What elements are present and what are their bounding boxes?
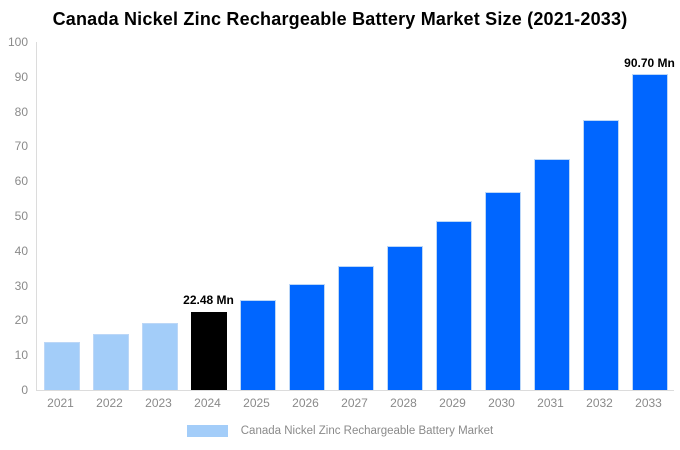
y-tick-100: 100 <box>7 35 28 49</box>
x-tick-2022: 2022 <box>96 396 123 410</box>
y-tick-10: 10 <box>14 348 28 363</box>
bar-2027[interactable] <box>337 266 374 390</box>
y-tick-60: 60 <box>14 174 28 189</box>
y-tick-30: 30 <box>14 278 28 293</box>
x-tick-2025: 2025 <box>243 396 270 410</box>
bar-2030[interactable] <box>484 192 521 390</box>
bar-2026[interactable] <box>288 283 325 390</box>
x-tick-2028: 2028 <box>390 396 417 410</box>
bar-2023[interactable] <box>141 323 178 390</box>
y-tick-80: 80 <box>14 104 28 119</box>
y-tick-90: 90 <box>14 69 28 84</box>
legend-item[interactable]: Canada Nickel Zinc Rechargeable Battery … <box>0 425 680 437</box>
bar-2029[interactable] <box>435 221 472 390</box>
x-tick-2026: 2026 <box>292 396 319 410</box>
bar-2021[interactable] <box>43 341 80 390</box>
bar-2031[interactable] <box>533 159 570 390</box>
x-tick-2029: 2029 <box>439 396 466 410</box>
x-tick-2024: 2024 <box>194 396 221 410</box>
x-tick-2031: 2031 <box>537 396 564 410</box>
y-tick-20: 20 <box>14 313 28 328</box>
x-tick-2030: 2030 <box>488 396 515 410</box>
y-axis: 0 10 20 30 40 50 60 70 80 90 100 <box>0 36 28 396</box>
y-tick-40: 40 <box>14 243 28 258</box>
legend-label: Canada Nickel Zinc Rechargeable Battery … <box>240 425 494 437</box>
y-tick-50: 50 <box>14 209 28 223</box>
legend-swatch <box>186 425 228 437</box>
x-tick-2033: 2033 <box>635 396 662 410</box>
bar-2024[interactable]: 22.48 Mn <box>183 293 234 390</box>
chart-title: Canada Nickel Zinc Rechargeable Battery … <box>52 9 628 29</box>
x-tick-2021: 2021 <box>47 396 74 410</box>
bar-2025[interactable] <box>239 299 276 390</box>
x-tick-2027: 2027 <box>341 396 368 410</box>
x-axis: 2021 2022 2023 2024 2025 2026 2027 2028 2029 2030… <box>36 396 673 410</box>
bar-value-label-2024: 22.48 Mn <box>183 292 234 307</box>
x-tick-2032: 2032 <box>586 396 613 410</box>
bar-2033[interactable]: 90.70 Mn <box>624 56 675 390</box>
y-tick-70: 70 <box>14 139 28 154</box>
x-tick-2023: 2023 <box>145 396 172 410</box>
bar-2032[interactable] <box>582 120 619 390</box>
bar-value-label-2033: 90.70 Mn <box>624 56 675 71</box>
y-tick-0: 0 <box>21 383 28 397</box>
plot-area: 22.48 Mn 90.70 Mn <box>36 42 675 391</box>
bar-2028[interactable] <box>386 245 423 390</box>
bar-series: 22.48 Mn 90.70 Mn <box>37 42 675 390</box>
bar-2022[interactable] <box>92 333 129 390</box>
